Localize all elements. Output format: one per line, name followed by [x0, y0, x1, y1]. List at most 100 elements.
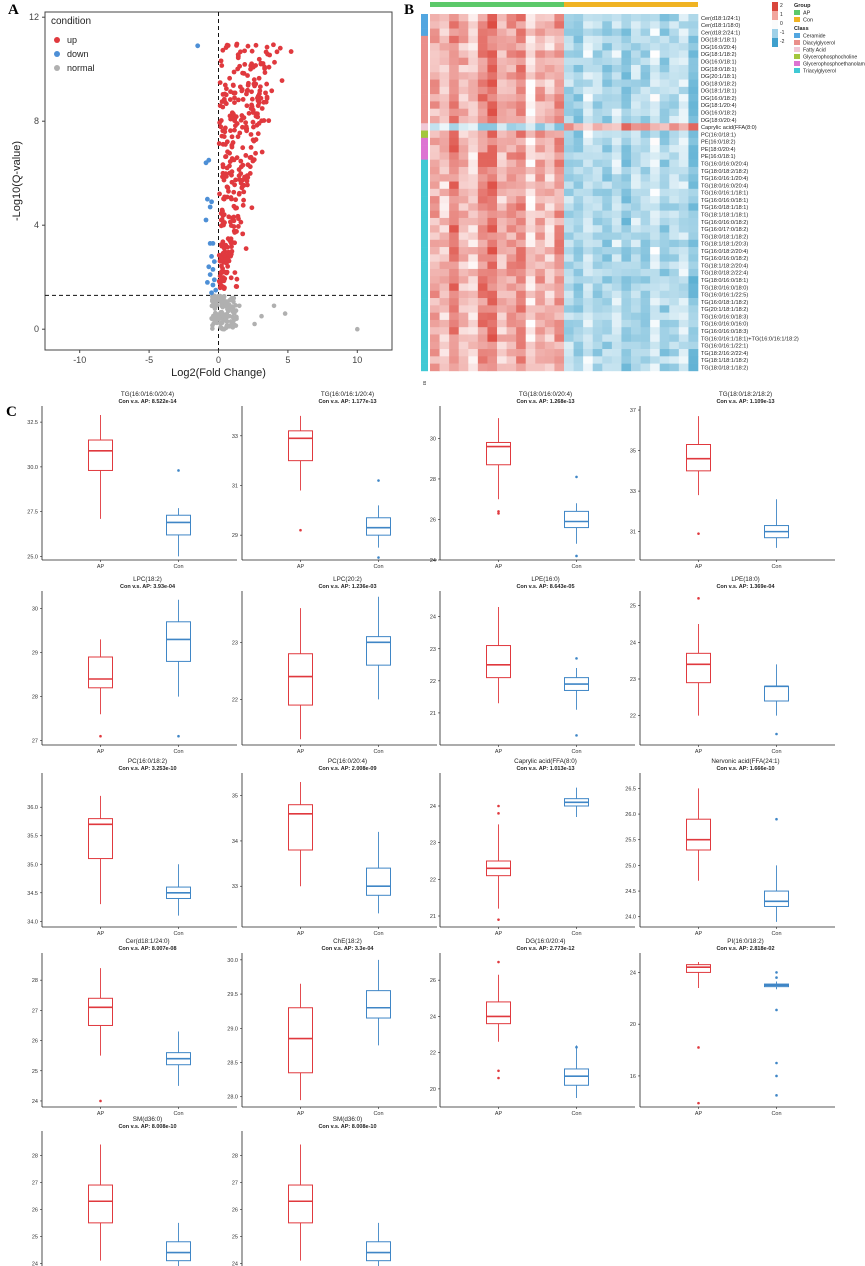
heatmap-cell	[678, 341, 689, 350]
color-scale-tick: -1	[780, 30, 785, 36]
heatmap-cell	[525, 159, 536, 168]
heatmap-cell	[554, 108, 565, 117]
heatmap-cell	[583, 239, 594, 248]
heatmap-cell	[439, 64, 450, 73]
heatmap-cell	[659, 283, 670, 292]
heatmap-cell	[458, 239, 469, 248]
heatmap-cell	[650, 86, 661, 95]
up-point	[267, 52, 273, 58]
heatmap-cell	[497, 130, 507, 139]
heatmap-cell	[554, 159, 565, 168]
up-point	[250, 119, 256, 125]
legend-class-swatch	[794, 61, 800, 66]
heatmap-cell	[516, 247, 527, 255]
heatmap-cell	[602, 217, 613, 226]
heatmap-cell	[535, 290, 546, 299]
heatmap-cell	[506, 145, 517, 153]
heatmap-cell	[688, 254, 699, 262]
boxplot-xtick-label: AP	[97, 564, 105, 570]
boxplot-ytick-label: 25	[32, 1069, 38, 1075]
heatmap-cell	[592, 312, 603, 321]
heatmap-cell	[688, 327, 699, 335]
heatmap-cell	[487, 217, 498, 226]
heatmap-cell	[631, 349, 641, 357]
legend-group-swatch	[794, 17, 800, 22]
heatmap-cell	[592, 130, 603, 139]
boxplot-pvalue: Con v.s. AP: 1.268e-13	[516, 399, 574, 405]
boxplot-box-ap	[486, 645, 511, 679]
heatmap-cell	[678, 79, 689, 88]
heatmap-cell	[611, 94, 622, 102]
heatmap-cell	[564, 43, 574, 51]
heatmap-cell	[621, 166, 632, 175]
heatmap-cell	[592, 123, 603, 131]
heatmap-cell	[564, 283, 574, 292]
heatmap-cell	[631, 21, 641, 29]
down-point	[210, 241, 216, 246]
heatmap-cell	[669, 57, 680, 66]
down-point	[211, 277, 217, 283]
legend-group-swatch	[794, 10, 800, 15]
heatmap-cell	[592, 210, 603, 219]
legend-class-swatch	[794, 40, 800, 45]
heatmap-cell	[583, 312, 594, 321]
heatmap-cell	[659, 57, 670, 66]
heatmap-cell	[497, 254, 507, 262]
class-annotation	[421, 137, 428, 146]
heatmap-cell	[516, 276, 527, 284]
boxplot-title: LPC(18:2)	[133, 576, 162, 583]
boxplot-pvalue: Con v.s. AP: 8.643e-05	[516, 584, 574, 590]
heatmap-cell	[525, 101, 536, 109]
color-scale-step	[772, 29, 778, 38]
heatmap-cell	[583, 21, 594, 29]
class-annotation	[421, 43, 428, 51]
boxplot-box-con	[366, 990, 391, 1019]
heatmap-cell	[468, 319, 479, 328]
heatmap-cell	[525, 72, 536, 80]
heatmap-cell	[535, 152, 546, 160]
heatmap-cell	[564, 239, 574, 248]
heatmap-cell	[544, 94, 555, 102]
heatmap-cell	[506, 94, 517, 102]
heatmap-cell	[611, 196, 622, 204]
boxplot-panel: TG(18:0/18:2/18:2)Con v.s. AP: 1.109e-13…	[630, 391, 835, 570]
heatmap-cell	[602, 28, 613, 37]
heatmap-cell	[497, 298, 507, 306]
boxplot-xtick-label: AP	[97, 1111, 105, 1117]
class-annotation	[421, 79, 428, 88]
heatmap-cell	[449, 159, 460, 168]
class-annotation	[421, 196, 428, 204]
heatmap-cell	[439, 188, 450, 197]
heatmap-cell	[506, 349, 517, 357]
heatmap-cell	[497, 290, 507, 299]
heatmap-cell	[458, 181, 469, 190]
heatmap-cell	[602, 166, 613, 175]
heatmap-cell	[564, 108, 574, 117]
up-point	[263, 90, 268, 96]
heatmap-cell	[439, 276, 450, 284]
heatmap-cell	[611, 123, 622, 131]
heatmap-cell	[516, 115, 527, 124]
heatmap-cell	[564, 196, 574, 204]
heatmap-cell	[430, 356, 440, 364]
boxplot-outlier	[497, 812, 500, 815]
heatmap-cell	[688, 108, 699, 117]
up-point	[216, 278, 222, 284]
heatmap-cell	[449, 283, 460, 292]
up-point	[228, 240, 234, 246]
up-point	[247, 171, 253, 176]
boxplot-xtick-label: AP	[695, 1111, 703, 1117]
heatmap-cell	[554, 115, 565, 124]
heatmap-cell	[669, 137, 680, 146]
heatmap-cell	[611, 108, 622, 117]
heatmap-cell	[458, 137, 469, 146]
heatmap-cell	[430, 290, 440, 299]
volcano-ytick-label: 4	[34, 220, 39, 230]
heatmap-cell	[477, 356, 488, 364]
heatmap-cell	[573, 21, 584, 29]
heatmap-cell	[592, 363, 603, 372]
boxplot-xtick-label: Con	[771, 564, 781, 570]
boxplot-outlier	[377, 556, 380, 559]
heatmap-cell	[439, 130, 450, 139]
